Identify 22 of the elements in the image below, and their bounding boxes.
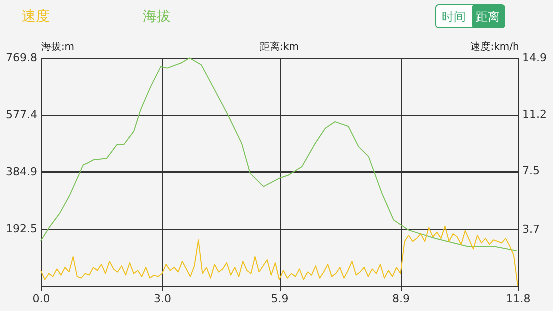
text: 速度 [22, 9, 50, 25]
text: 距离 [476, 10, 500, 24]
y2-tick-label: 14.9 [522, 52, 547, 64]
x-tick-label: 3.0 [154, 292, 172, 306]
y2-tick-label: 11.2 [522, 108, 547, 122]
y-tick-label: 192.5 [6, 222, 38, 236]
x-tick-label: 8.9 [392, 292, 410, 306]
y2-tick-label: 7.5 [522, 164, 540, 178]
line-series [40, 58, 518, 252]
y-tick-label: 769.8 [6, 52, 38, 64]
x-tick-label: 0.0 [32, 292, 50, 306]
text: 时间 [442, 10, 466, 24]
y2-axis-title: 速度:km/h [470, 41, 520, 53]
y-axis-title: 海拔:m [41, 41, 75, 53]
y-tick-label: 384.9 [6, 166, 38, 178]
line-series [40, 226, 518, 286]
x-axis-title: 距离:km [260, 41, 299, 53]
text: 海拔 [143, 9, 171, 25]
y2-tick-label: 3.7 [522, 222, 540, 236]
y-tick-label: 577.4 [6, 108, 38, 122]
x-tick-label: 11.8 [506, 292, 531, 306]
x-tick-label: 5.9 [271, 292, 289, 306]
